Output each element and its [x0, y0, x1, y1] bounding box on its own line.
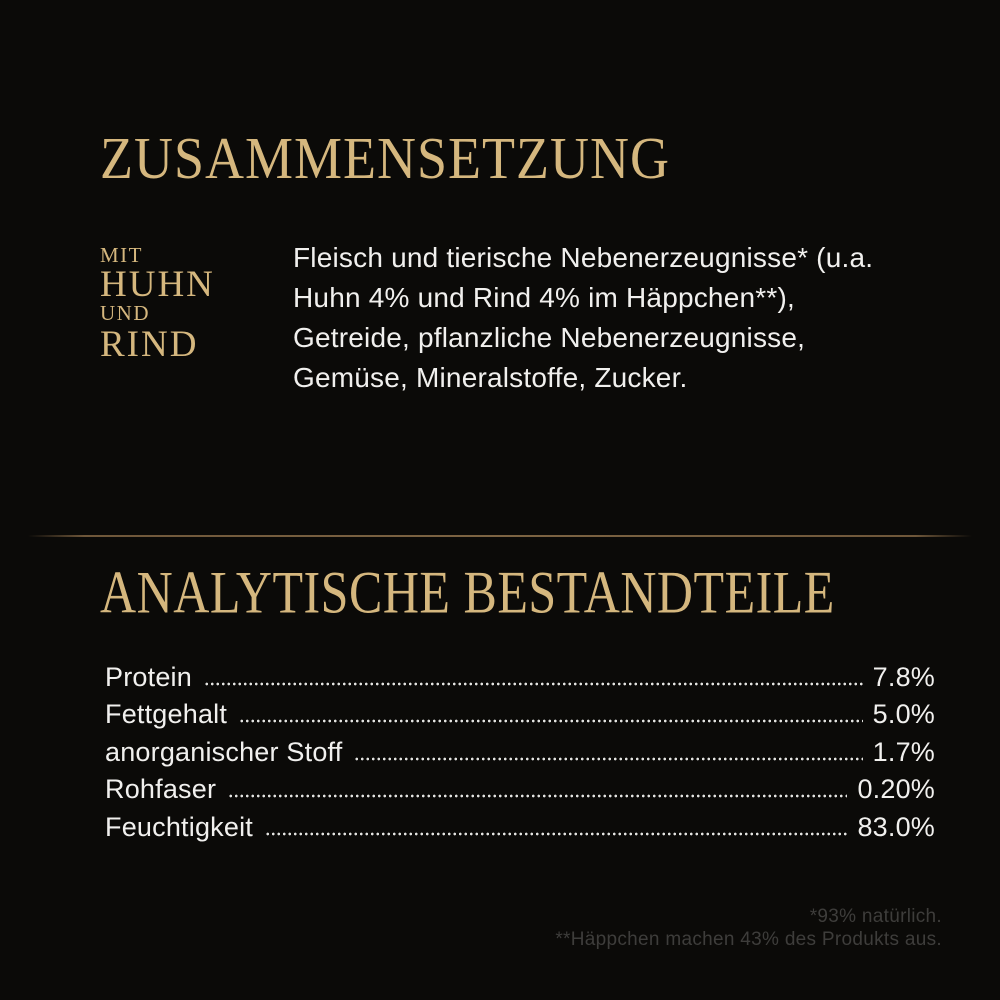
composition-line: Getreide, pflanzliche Nebenerzeugnisse,: [293, 322, 806, 353]
composition-title: ZUSAMMENSETZUNG: [100, 125, 671, 191]
row-value: 7.8%: [872, 661, 935, 692]
dotted-leader: [203, 681, 863, 686]
badge-protein-1: HUHN: [100, 264, 215, 305]
analysis-row: Feuchtigkeit 83.0%: [105, 806, 935, 844]
composition-line: Fleisch und tierische Nebenerzeugnisse* …: [293, 242, 874, 273]
dotted-leader: [228, 794, 848, 798]
row-label: Protein: [105, 661, 192, 692]
badge-prefix: MIT: [100, 243, 143, 267]
analysis-row: anorganischer Stoff 1.7%: [105, 731, 935, 769]
analysis-row: Protein 7.8%: [105, 656, 935, 694]
composition-text: Fleisch und tierische Nebenerzeugnisse* …: [293, 238, 953, 398]
footnote-line: *93% natürlich.: [809, 906, 942, 927]
row-value: 1.7%: [872, 736, 935, 767]
footnotes: *93% natürlich. **Häppchen machen 43% de…: [555, 905, 942, 951]
section-divider: [28, 535, 972, 537]
dotted-leader: [239, 719, 863, 723]
row-value: 5.0%: [872, 699, 935, 729]
badge-conjunction: UND: [100, 301, 150, 325]
row-label: Fettgehalt: [105, 699, 228, 729]
row-value: 83.0%: [857, 811, 935, 842]
row-value: 0.20%: [857, 774, 935, 804]
analysis-table: Protein 7.8% Fettgehalt 5.0% anorganisch…: [105, 656, 935, 844]
dotted-leader: [354, 756, 863, 761]
composition-line: Huhn 4% und Rind 4% im Häppchen**),: [293, 282, 795, 313]
row-label: Rohfaser: [105, 774, 217, 804]
analysis-row: Fettgehalt 5.0%: [105, 694, 935, 732]
analysis-title: ANALYTISCHE BESTANDTEILE: [100, 558, 835, 626]
row-label: anorganischer Stoff: [105, 736, 343, 767]
composition-line: Gemüse, Mineralstoffe, Zucker.: [293, 362, 688, 393]
analysis-row: Rohfaser 0.20%: [105, 769, 935, 807]
badge-protein-2: RIND: [100, 324, 199, 365]
row-label: Feuchtigkeit: [105, 811, 253, 842]
footnote-line: **Häppchen machen 43% des Produkts aus.: [555, 929, 942, 950]
variant-badge: MIT HUHN UND RIND: [100, 243, 215, 365]
dotted-leader: [264, 831, 848, 836]
